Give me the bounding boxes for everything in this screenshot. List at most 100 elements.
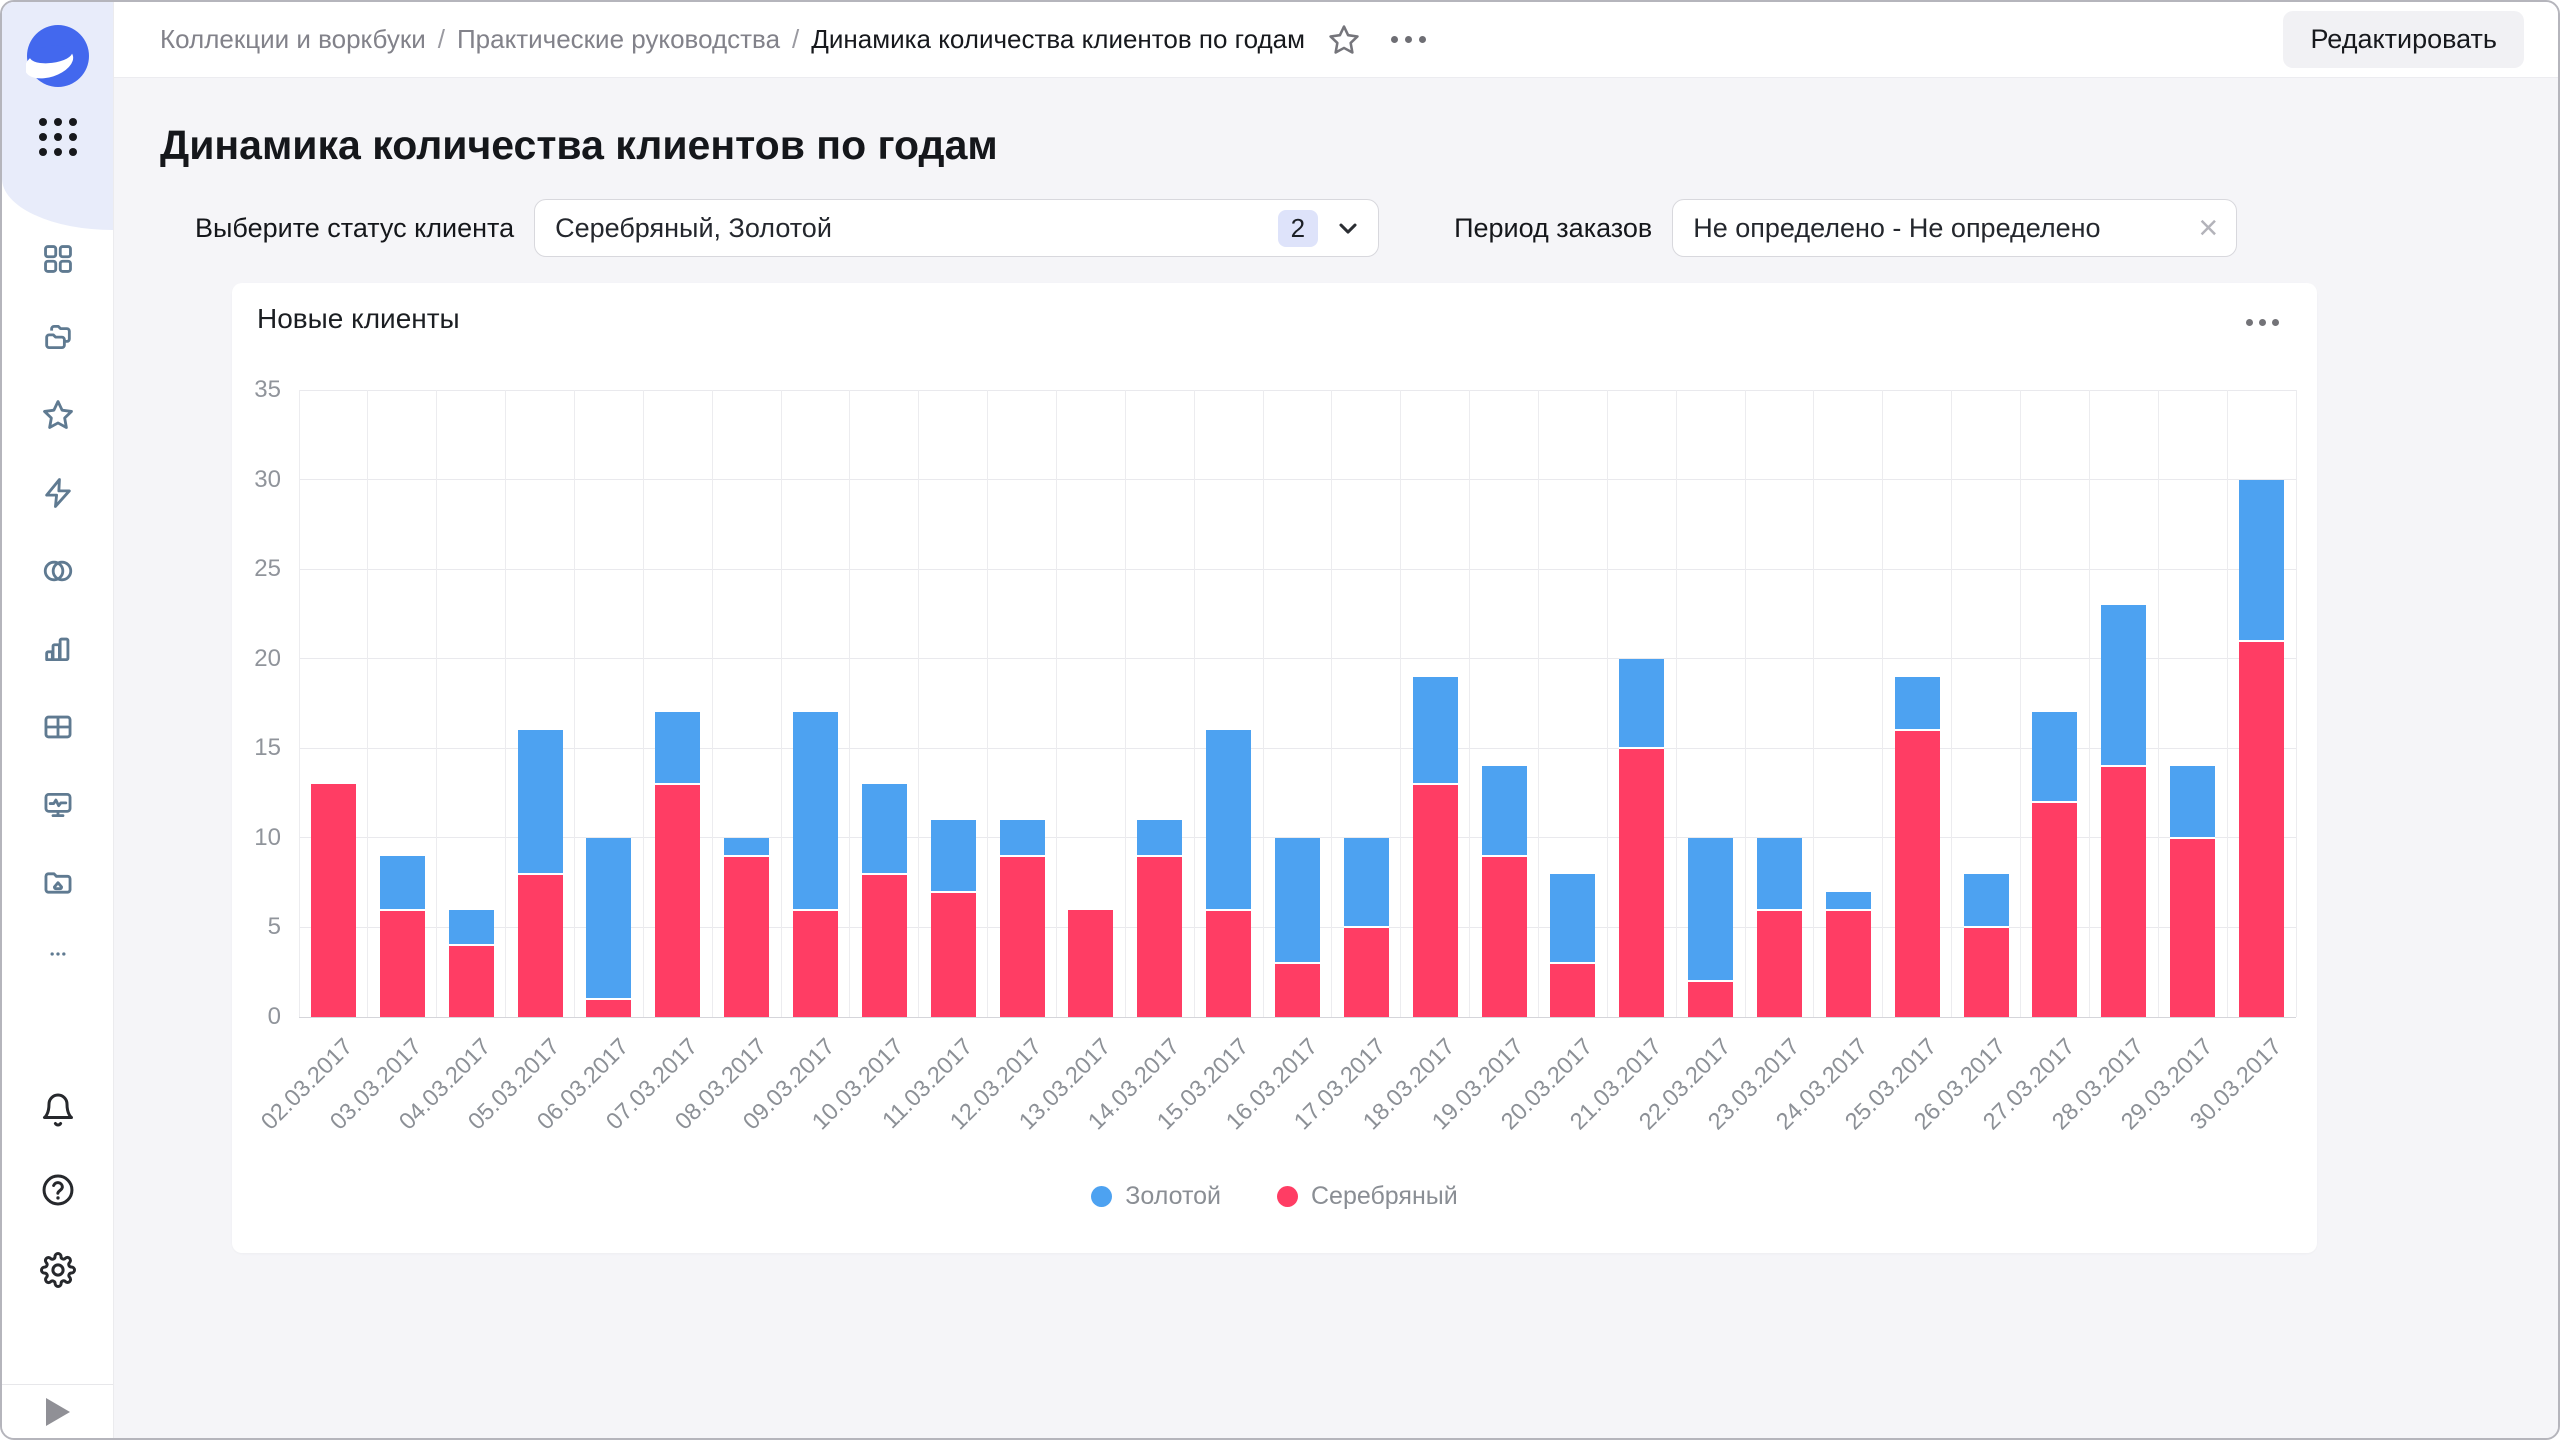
bar-segment-gold[interactable] xyxy=(930,819,976,891)
bar-segment-gold[interactable] xyxy=(1481,766,1527,855)
bar-segment-gold[interactable] xyxy=(1894,676,1940,730)
more-icon[interactable] xyxy=(41,944,75,964)
bar-segment-gold[interactable] xyxy=(1757,837,1803,909)
bar-segment-gold[interactable] xyxy=(1688,837,1734,981)
bar-segment-silver[interactable] xyxy=(655,785,701,1017)
breadcrumb-guides[interactable]: Практические руководства xyxy=(456,24,781,54)
bar-segment-gold[interactable] xyxy=(2239,479,2285,640)
bar-segment-gold[interactable] xyxy=(1963,873,2009,927)
legend-item[interactable]: Золотой xyxy=(1091,1182,1221,1211)
bar xyxy=(655,712,701,1017)
bar-segment-gold[interactable] xyxy=(1550,873,1596,963)
bar-segment-silver[interactable] xyxy=(1894,731,1940,1017)
collections-icon[interactable] xyxy=(41,320,75,354)
bar-segment-silver[interactable] xyxy=(1068,909,1114,1017)
y-axis-label: 35 xyxy=(254,376,281,403)
bar-segment-silver[interactable] xyxy=(724,856,770,1017)
bar-segment-silver[interactable] xyxy=(448,946,494,1017)
bar-segment-silver[interactable] xyxy=(1963,928,2009,1017)
bar-segment-gold[interactable] xyxy=(861,784,907,873)
favorites-icon[interactable] xyxy=(41,398,75,432)
breadcrumb-collections[interactable]: Коллекции и воркбуки xyxy=(160,24,426,54)
bar-segment-gold[interactable] xyxy=(999,819,1045,855)
bar-segment-divider xyxy=(724,854,770,857)
bar-segment-silver[interactable] xyxy=(1619,749,1665,1017)
bar-segment-gold[interactable] xyxy=(1137,819,1183,855)
tables-icon[interactable] xyxy=(41,710,75,744)
bar-segment-silver[interactable] xyxy=(2239,641,2285,1017)
kebab-icon[interactable] xyxy=(1390,36,1426,43)
sidebar-header xyxy=(2,2,113,230)
bar-segment-silver[interactable] xyxy=(310,784,356,1017)
x-gridline xyxy=(780,390,782,1017)
bar-segment-silver[interactable] xyxy=(379,910,425,1017)
bar-segment-gold[interactable] xyxy=(1619,658,1665,748)
bar-segment-gold[interactable] xyxy=(792,712,838,909)
bar xyxy=(1757,837,1803,1017)
storage-icon[interactable] xyxy=(41,866,75,900)
bar-segment-gold[interactable] xyxy=(1275,837,1320,963)
notifications-icon[interactable] xyxy=(40,1092,76,1128)
legend-item[interactable]: Серебряный xyxy=(1277,1182,1458,1211)
bar-segment-gold[interactable] xyxy=(1412,676,1458,784)
datasets-icon[interactable] xyxy=(41,554,75,588)
bar-segment-gold[interactable] xyxy=(2101,604,2147,766)
favorite-star-icon[interactable] xyxy=(1327,23,1361,57)
bar-segment-silver[interactable] xyxy=(517,874,563,1017)
help-icon[interactable] xyxy=(40,1172,76,1208)
bar-segment-silver[interactable] xyxy=(1481,856,1527,1017)
settings-icon[interactable] xyxy=(39,1252,76,1288)
x-gridline xyxy=(1469,390,1471,1017)
bar-segment-silver[interactable] xyxy=(1343,928,1389,1017)
edit-button[interactable]: Редактировать xyxy=(2283,11,2524,68)
bar-segment-silver[interactable] xyxy=(1757,910,1803,1017)
bar-segment-gold[interactable] xyxy=(379,855,425,909)
bar-segment-silver[interactable] xyxy=(1688,982,1734,1017)
bar-segment-silver[interactable] xyxy=(2032,803,2078,1017)
bar-segment-silver[interactable] xyxy=(930,892,976,1017)
bar-segment-divider xyxy=(1825,908,1871,911)
bar-segment-silver[interactable] xyxy=(1275,964,1320,1017)
bar-segment-gold[interactable] xyxy=(448,909,494,945)
charts-icon[interactable] xyxy=(41,632,75,666)
bar-segment-silver[interactable] xyxy=(792,910,838,1017)
clear-icon[interactable]: × xyxy=(2198,209,2219,247)
chart-kebab-icon[interactable] xyxy=(2246,319,2279,326)
bar-segment-silver[interactable] xyxy=(1412,785,1458,1017)
bar-segment-silver[interactable] xyxy=(1825,910,1871,1017)
bar-segment-gold[interactable] xyxy=(1825,891,1871,909)
bar-segment-divider xyxy=(861,872,907,875)
bar-segment-silver[interactable] xyxy=(999,856,1045,1017)
bar-segment-gold[interactable] xyxy=(1206,730,1252,909)
x-gridline xyxy=(1951,390,1953,1017)
apps-grid-icon[interactable] xyxy=(38,118,77,156)
bar-segment-silver[interactable] xyxy=(1550,964,1596,1017)
bar-segment-gold[interactable] xyxy=(655,712,701,784)
bar-segment-silver[interactable] xyxy=(1206,910,1252,1017)
bar-segment-silver[interactable] xyxy=(586,1000,632,1017)
datalens-logo[interactable] xyxy=(25,24,90,88)
y-gridline xyxy=(299,389,2296,391)
bar-segment-gold[interactable] xyxy=(1343,837,1389,927)
bar-segment-gold[interactable] xyxy=(724,837,770,855)
bar-segment-silver[interactable] xyxy=(861,874,907,1017)
bar-segment-divider xyxy=(448,944,494,947)
bar xyxy=(586,837,632,1017)
bar-segment-gold[interactable] xyxy=(2170,766,2216,837)
y-gridline xyxy=(299,658,2296,660)
status-filter-select[interactable]: Серебряный, Золотой 2 xyxy=(534,199,1380,257)
x-gridline xyxy=(1882,390,1884,1017)
connections-icon[interactable] xyxy=(41,476,75,510)
monitoring-icon[interactable] xyxy=(41,788,75,822)
bar-segment-silver[interactable] xyxy=(2170,838,2216,1017)
bar-segment-gold[interactable] xyxy=(517,730,563,873)
bar-segment-silver[interactable] xyxy=(1137,856,1183,1017)
bar-segment-divider xyxy=(1619,747,1665,750)
legend-label: Серебряный xyxy=(1311,1182,1458,1210)
period-filter-input[interactable]: Не определено - Не определено × xyxy=(1672,199,2238,257)
bar-segment-gold[interactable] xyxy=(2032,712,2078,802)
expand-icon[interactable] xyxy=(45,1397,70,1426)
bar-segment-gold[interactable] xyxy=(586,837,632,999)
dashboards-icon[interactable] xyxy=(41,242,75,276)
bar-segment-silver[interactable] xyxy=(2101,767,2147,1017)
